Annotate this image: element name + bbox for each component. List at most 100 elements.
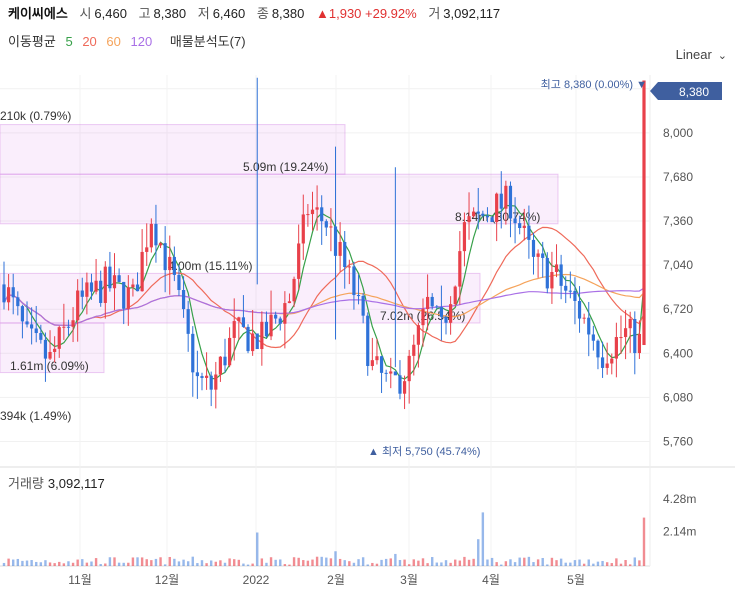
volume-profile-toggle[interactable]: 매물분석도(7) (169, 34, 246, 49)
candle-body (582, 317, 586, 319)
volume-bar (2, 562, 6, 566)
candle-body (596, 340, 600, 358)
candle-body (16, 297, 20, 307)
volume-bar (150, 560, 153, 566)
ma-legend[interactable]: 이동평균 5 20 60 120 매물분석도(7) (8, 31, 252, 50)
close-label: 종 (256, 6, 269, 21)
current-price-tag-text: 8,380 (679, 85, 709, 99)
candle-body (370, 360, 374, 366)
ma-120: 120 (130, 34, 153, 49)
volume-panel-label-text: 거래량 (8, 476, 44, 491)
candle-body (11, 287, 15, 298)
scale-selector[interactable]: Linear ⌄ (676, 47, 727, 62)
volume-bar (601, 560, 604, 566)
candle-body (467, 216, 471, 223)
candle-body (62, 326, 66, 328)
candle-body (292, 278, 296, 302)
volume-bar (523, 557, 526, 566)
volume-bar (251, 563, 254, 566)
candle-body (536, 253, 540, 257)
candle-body (444, 316, 448, 323)
candle-body (163, 243, 167, 271)
candle-body (384, 372, 388, 374)
candle-body (89, 282, 94, 292)
volume-profile-label: 394k (1.49%) (0, 409, 71, 423)
volume-bar (44, 560, 47, 566)
candle-body (356, 295, 361, 297)
volume-bar (619, 563, 623, 566)
volume-bar (421, 558, 425, 566)
volume-bar (338, 558, 342, 566)
volume-bar (615, 558, 618, 566)
volume-bar (569, 562, 572, 566)
price-tick-label: 6,720 (663, 302, 693, 316)
volume-bar (366, 564, 369, 566)
candle-body (103, 266, 107, 303)
volume-bar (477, 539, 480, 566)
time-tick-label: 4월 (482, 573, 500, 587)
volume-bar (559, 558, 563, 566)
volume-bar (219, 560, 222, 566)
close-value: 8,380 (271, 6, 305, 21)
volume-bar (546, 564, 549, 566)
candle-body (209, 375, 213, 390)
open-label: 시 (79, 6, 92, 21)
candles (2, 77, 646, 410)
candle-body (522, 225, 526, 229)
volume-bar (127, 562, 130, 566)
volume-bar (435, 562, 439, 566)
candle-body (76, 290, 80, 321)
volume-bar (638, 560, 641, 566)
volume-bar (389, 558, 392, 566)
candle-body (333, 226, 338, 256)
price-tick-label: 5,760 (663, 434, 693, 448)
price-tick-label: 7,360 (663, 214, 693, 228)
time-tick-label: 2022 (243, 573, 270, 587)
volume-bar (7, 558, 10, 566)
volume-bar (628, 564, 632, 566)
volume-bar (532, 562, 535, 566)
volume-profile: 210k (0.79%)5.09m (19.24%)8.14m (30.74%)… (0, 109, 559, 423)
volume-bar (196, 563, 199, 566)
scale-selector-label: Linear (675, 47, 712, 62)
candle-body (251, 333, 255, 352)
volume-bar (348, 561, 351, 566)
candle-body (135, 284, 140, 292)
candle-body (228, 337, 232, 366)
candle-body (407, 355, 411, 382)
volume-bar (283, 564, 287, 566)
candle-body (191, 333, 195, 373)
volume-bar (163, 564, 167, 566)
candle-body (462, 222, 467, 252)
candle-body (458, 251, 462, 287)
candle-body (508, 185, 513, 219)
candle-body (499, 193, 503, 209)
candle-body (379, 356, 384, 373)
candle-body (315, 207, 319, 210)
candle-body (66, 326, 71, 328)
ma-line-120 (3, 287, 645, 327)
candle-body (637, 333, 641, 354)
candle-body (131, 284, 135, 288)
candle-body (485, 215, 490, 218)
candle-body (481, 213, 485, 216)
candle-body (306, 214, 310, 216)
open-value: 6,460 (94, 6, 127, 21)
volume-bar (237, 559, 241, 566)
candle-body (320, 207, 324, 222)
volume-panel-label: 거래량 3,092,117 (8, 473, 105, 492)
volume-bar (490, 557, 494, 566)
volume-bar (279, 559, 282, 566)
volume-bar (564, 562, 567, 566)
volume-bar (352, 562, 356, 566)
candle-body (573, 290, 577, 301)
volume-bar (550, 557, 554, 566)
candle-body (347, 266, 351, 268)
candle-body (108, 266, 112, 289)
candle-body (99, 280, 103, 303)
volume-bar (398, 559, 402, 566)
candle-body (490, 217, 494, 223)
candle-body (449, 304, 453, 323)
high-value: 8,380 (153, 6, 187, 21)
